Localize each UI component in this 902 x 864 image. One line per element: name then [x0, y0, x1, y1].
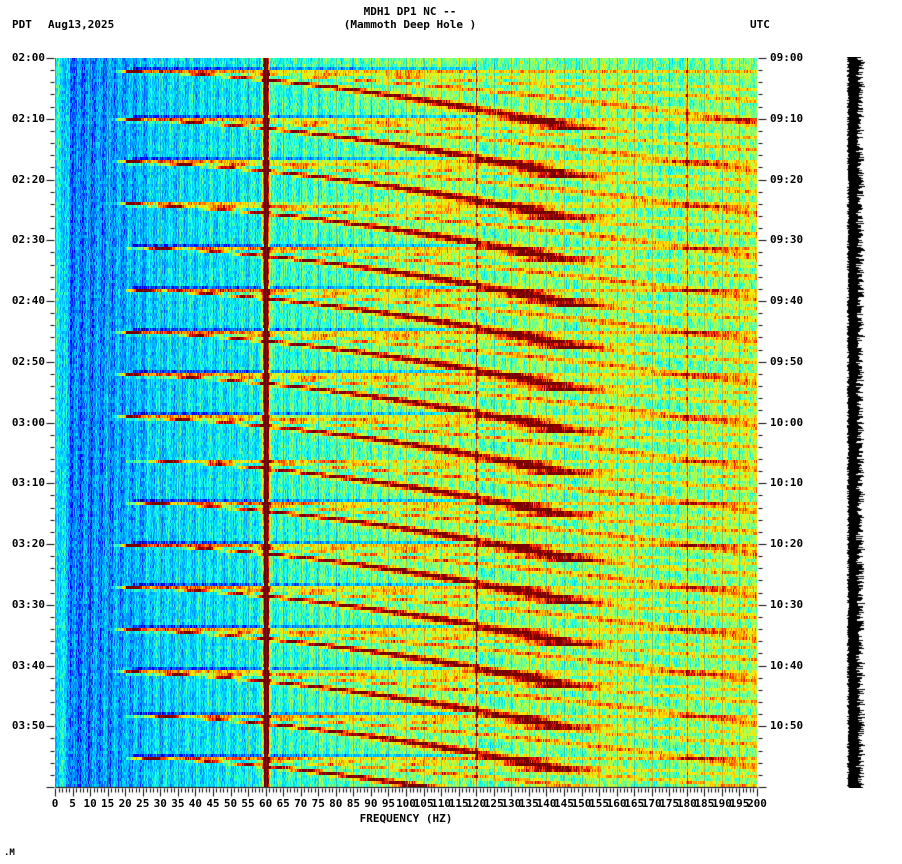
frequency-tick-label: 115 — [448, 797, 469, 810]
time-tick-label-left: 02:50 — [11, 354, 45, 368]
time-tick-label-left: 03:50 — [11, 719, 45, 733]
frequency-tick-label: 190 — [711, 797, 732, 810]
frequency-tick-label: 5 — [69, 797, 76, 810]
time-tick-label-left: 02:30 — [11, 233, 45, 247]
frequency-tick-label: 195 — [729, 797, 750, 810]
time-tick-label-left: 03:10 — [11, 476, 45, 490]
frequency-tick-label: 75 — [311, 797, 325, 810]
frequency-tick-label: 20 — [118, 797, 132, 810]
amplitude-trace-strip — [845, 57, 865, 788]
frequency-tick-label: 180 — [676, 797, 697, 810]
time-tick-label-left: 02:00 — [11, 51, 45, 64]
frequency-tick-label: 105 — [413, 797, 434, 810]
frequency-tick-label: 130 — [501, 797, 522, 810]
time-tick-label-left: 03:40 — [11, 658, 45, 672]
time-tick-label-right: 09:40 — [770, 294, 804, 307]
frequency-tick-label: 145 — [554, 797, 574, 810]
spectrogram-heatmap — [55, 58, 757, 787]
frequency-tick-label: 15 — [101, 797, 115, 810]
frequency-tick-label: 40 — [188, 797, 203, 810]
frequency-tick-label: 160 — [606, 797, 627, 810]
amplitude-trace — [845, 57, 865, 788]
frequency-tick-label: 150 — [571, 797, 592, 810]
time-tick-label-left: 03:00 — [11, 415, 45, 429]
frequency-tick-label: 170 — [641, 797, 662, 810]
frequency-tick-label: 120 — [466, 797, 487, 810]
frequency-tick-label: 0 — [51, 797, 59, 810]
frequency-tick-label: 175 — [659, 797, 680, 810]
frequency-axis-title: FREQUENCY (HZ) — [359, 812, 453, 825]
frequency-tick-label: 25 — [136, 797, 150, 810]
frequency-tick-label: 60 — [258, 797, 273, 810]
time-tick-label-right: 10:50 — [770, 719, 804, 733]
time-tick-label-right: 10:30 — [770, 597, 804, 611]
time-tick-label-left: 02:40 — [11, 294, 45, 307]
frequency-tick-label: 80 — [329, 797, 343, 810]
frequency-tick-label: 165 — [624, 797, 645, 810]
frequency-tick-label: 200 — [747, 797, 767, 810]
header-timezone-right: UTC — [750, 18, 770, 31]
time-tick-label-left: 02:10 — [11, 111, 45, 125]
corner-mark-glyph: .M — [4, 848, 15, 858]
frequency-tick-label: 45 — [206, 797, 220, 810]
frequency-tick-label: 50 — [223, 797, 238, 810]
frequency-tick-label: 10 — [83, 797, 97, 810]
frequency-tick-label: 65 — [276, 797, 290, 810]
frequency-tick-label: 135 — [518, 797, 539, 810]
frequency-tick-label: 55 — [241, 797, 255, 810]
station-name: (Mammoth Deep Hole ) — [343, 18, 477, 31]
frequency-tick-label: 30 — [153, 797, 167, 810]
frequency-tick-label: 85 — [346, 797, 360, 810]
frequency-tick-label: 90 — [364, 797, 378, 810]
time-tick-label-right: 10:10 — [770, 476, 804, 490]
time-tick-label-left: 03:30 — [11, 597, 45, 611]
frequency-tick-label: 125 — [483, 797, 504, 810]
time-tick-label-left: 03:20 — [11, 537, 45, 550]
frequency-tick-label: 185 — [694, 797, 715, 810]
frequency-tick-label: 70 — [294, 797, 308, 810]
frequency-tick-label: 155 — [589, 797, 609, 810]
time-tick-label-right: 10:40 — [770, 658, 804, 672]
frequency-tick-label: 140 — [536, 797, 557, 810]
frequency-tick-label: 35 — [171, 797, 185, 810]
frequency-tick-label: 95 — [381, 797, 396, 810]
frequency-tick-label: 100 — [396, 797, 416, 810]
time-tick-label-right: 10:00 — [770, 415, 804, 429]
time-tick-label-right: 09:10 — [770, 111, 804, 125]
time-tick-label-right: 09:50 — [770, 354, 804, 368]
time-tick-label-right: 09:00 — [770, 51, 804, 64]
time-tick-label-right: 09:30 — [770, 233, 804, 247]
frequency-tick-label: 110 — [431, 797, 452, 810]
time-tick-label-right: 09:20 — [770, 172, 804, 186]
time-tick-label-left: 02:20 — [11, 172, 45, 186]
spectrogram-plot-area — [55, 58, 757, 787]
time-tick-label-right: 10:20 — [770, 537, 804, 550]
page-title: MDH1 DP1 NC -- — [363, 5, 457, 18]
